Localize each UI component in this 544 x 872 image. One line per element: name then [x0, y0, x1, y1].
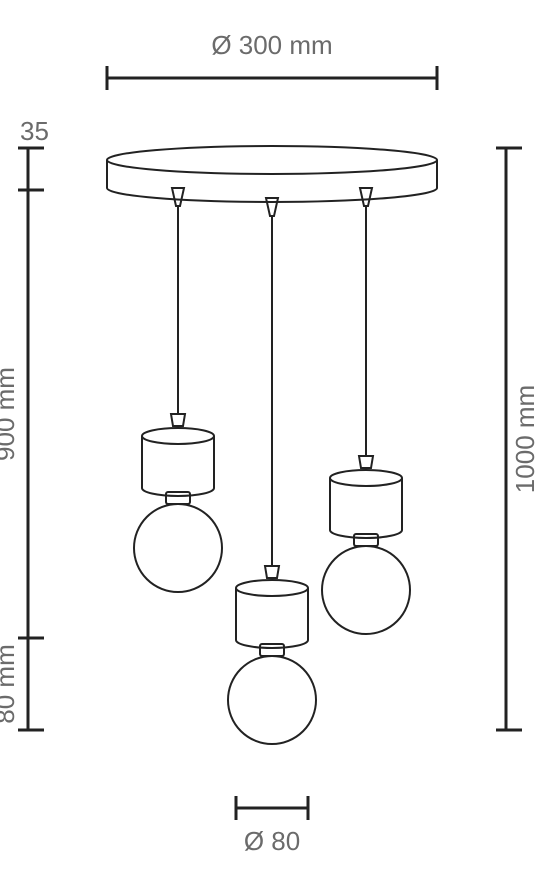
- pendant-right: [322, 188, 410, 634]
- dim-top: Ø 300 mm: [107, 30, 437, 90]
- dim-canopy-height-label: 35: [20, 116, 49, 146]
- dim-top-label: Ø 300 mm: [211, 30, 332, 60]
- dim-left: 35 900 mm 80 mm: [0, 116, 49, 730]
- dim-cord-length-label: 900 mm: [0, 367, 20, 461]
- dim-holder-dia-label: Ø 80: [244, 826, 300, 856]
- dim-bottom: Ø 80: [236, 796, 308, 856]
- pendant-left: [134, 188, 222, 592]
- dim-right: 1000 mm: [496, 148, 540, 730]
- dim-overall-height-label: 1000 mm: [510, 385, 540, 493]
- dim-bulb-dia-side-label: 80 mm: [0, 644, 20, 723]
- canopy: [107, 146, 437, 202]
- pendant-center: [228, 198, 316, 744]
- technical-drawing: Ø 300 mm 35 900 mm 80 mm 1000 mm: [0, 0, 544, 872]
